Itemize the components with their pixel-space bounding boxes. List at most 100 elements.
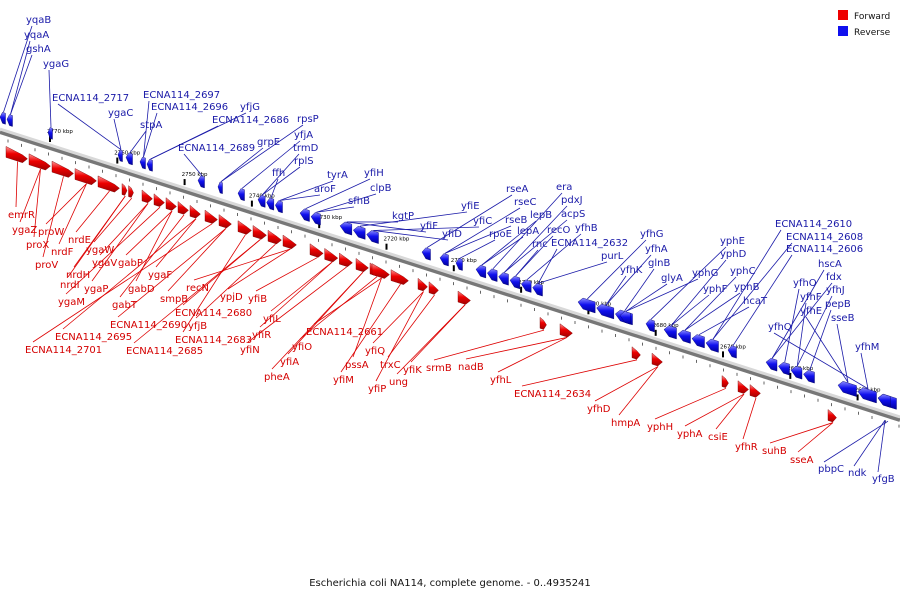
- reverse-gene-label[interactable]: yfhG: [640, 229, 664, 240]
- forward-gene-label[interactable]: ygaW: [86, 245, 114, 256]
- forward-gene-label[interactable]: emrR: [8, 210, 35, 221]
- reverse-gene-label[interactable]: yfgB: [872, 474, 895, 485]
- reverse-gene-label[interactable]: yfjG: [240, 102, 260, 113]
- forward-gene-label[interactable]: srmB: [426, 363, 452, 374]
- forward-gene-label[interactable]: recN: [186, 283, 209, 294]
- forward-gene-label[interactable]: ygaZ: [12, 225, 37, 236]
- forward-gene-label[interactable]: yphH: [647, 422, 673, 433]
- forward-gene-label[interactable]: nrdH: [66, 270, 90, 281]
- reverse-gene-label[interactable]: ECNA114_2686: [212, 115, 289, 126]
- forward-gene-label[interactable]: nrdI: [60, 280, 80, 291]
- reverse-gene-label[interactable]: lepA: [517, 226, 539, 237]
- reverse-gene-label[interactable]: yqaB: [26, 15, 51, 26]
- forward-gene-label[interactable]: gabP: [118, 258, 143, 269]
- forward-gene-label[interactable]: ypjD: [220, 292, 243, 303]
- forward-gene-label[interactable]: ECNA114_2680: [175, 308, 252, 319]
- forward-gene-label[interactable]: yfiK: [403, 365, 422, 376]
- forward-gene-label[interactable]: pheA: [264, 372, 290, 383]
- reverse-gene-label[interactable]: yfhK: [620, 265, 643, 276]
- reverse-gene-label[interactable]: yfiC: [473, 216, 492, 227]
- forward-gene-label[interactable]: smpB: [160, 294, 188, 305]
- reverse-gene-label[interactable]: acpS: [561, 209, 585, 220]
- forward-gene-label[interactable]: yfiB: [248, 294, 267, 305]
- reverse-gene-label[interactable]: fdx: [826, 272, 842, 283]
- forward-gene-label[interactable]: yfhR: [735, 442, 758, 453]
- forward-gene-label[interactable]: ygaF: [148, 270, 172, 281]
- forward-gene-label[interactable]: proX: [26, 240, 49, 251]
- forward-gene-label[interactable]: ECNA114_2634: [514, 389, 591, 400]
- reverse-gene-label[interactable]: rseB: [505, 215, 527, 226]
- reverse-gene-label[interactable]: rpoE: [489, 229, 512, 240]
- reverse-gene-label[interactable]: yfhB: [575, 223, 598, 234]
- forward-gene-label[interactable]: nrdE: [68, 235, 91, 246]
- reverse-gene-label[interactable]: grpE: [257, 137, 280, 148]
- forward-gene-label[interactable]: nadB: [458, 362, 484, 373]
- reverse-gene-label[interactable]: kgtP: [392, 211, 414, 222]
- reverse-gene-label[interactable]: glnB: [648, 258, 670, 269]
- forward-gene-label[interactable]: ECNA114_2683: [175, 335, 252, 346]
- reverse-gene-label[interactable]: yqaA: [24, 30, 49, 41]
- reverse-gene-label[interactable]: ygaG: [43, 59, 69, 70]
- forward-gene-label[interactable]: pssA: [345, 360, 369, 371]
- forward-gene-label[interactable]: hmpA: [611, 418, 640, 429]
- forward-gene-label[interactable]: yfhL: [490, 375, 512, 386]
- reverse-gene-label[interactable]: pbpC: [818, 464, 844, 475]
- reverse-gene-label[interactable]: yfiE: [461, 201, 480, 212]
- forward-gene-label[interactable]: ECNA114_2695: [55, 332, 132, 343]
- forward-gene-label[interactable]: suhB: [762, 446, 787, 457]
- reverse-gene-label[interactable]: gshA: [26, 44, 51, 55]
- reverse-gene-label[interactable]: yfhQ: [768, 322, 792, 333]
- reverse-gene-label[interactable]: ECNA114_2717: [52, 93, 129, 104]
- reverse-gene-label[interactable]: pdxJ: [561, 195, 583, 206]
- forward-gene-label[interactable]: nrdF: [51, 247, 74, 258]
- reverse-gene-label[interactable]: yphG: [692, 268, 718, 279]
- forward-gene-label[interactable]: yfjB: [188, 321, 207, 332]
- reverse-gene-label[interactable]: recO: [547, 225, 571, 236]
- forward-gene-label[interactable]: yfiL: [263, 314, 281, 325]
- reverse-gene-label[interactable]: trmD: [293, 143, 319, 154]
- forward-gene-label[interactable]: proW: [38, 227, 64, 238]
- reverse-gene-label[interactable]: ECNA114_2610: [775, 219, 852, 230]
- reverse-gene-label[interactable]: tyrA: [327, 170, 348, 181]
- reverse-gene-label[interactable]: yfhA: [645, 244, 668, 255]
- forward-gene-label[interactable]: yfiN: [240, 345, 260, 356]
- reverse-gene-label[interactable]: ECNA114_2696: [151, 102, 228, 113]
- reverse-gene-label[interactable]: sseB: [831, 313, 855, 324]
- forward-gene-label[interactable]: gabD: [128, 284, 155, 295]
- reverse-gene-label[interactable]: era: [556, 182, 572, 193]
- reverse-gene-label[interactable]: sfhB: [348, 196, 370, 207]
- reverse-gene-label[interactable]: ygaC: [108, 108, 133, 119]
- reverse-gene-label[interactable]: ECNA114_2606: [786, 244, 863, 255]
- forward-gene-label[interactable]: yfhD: [587, 404, 611, 415]
- reverse-gene-label[interactable]: clpB: [370, 183, 392, 194]
- reverse-gene-label[interactable]: yfhJ: [826, 285, 845, 296]
- forward-gene-label[interactable]: trxC: [380, 360, 401, 371]
- forward-gene-label[interactable]: gabT: [112, 300, 138, 311]
- reverse-gene-label[interactable]: rseC: [514, 197, 536, 208]
- reverse-gene-label[interactable]: yfiF: [420, 221, 438, 232]
- reverse-gene-label[interactable]: ECNA114_2608: [786, 232, 863, 243]
- reverse-gene-label[interactable]: stpA: [140, 120, 162, 131]
- forward-gene-label[interactable]: ung: [389, 377, 408, 388]
- reverse-gene-label[interactable]: ECNA114_2697: [143, 90, 220, 101]
- reverse-gene-label[interactable]: ndk: [848, 468, 867, 479]
- forward-gene-label[interactable]: yfiQ: [365, 346, 385, 357]
- reverse-gene-label[interactable]: ffh: [272, 168, 285, 179]
- reverse-gene-label[interactable]: yphD: [720, 249, 747, 260]
- reverse-gene-label[interactable]: yphB: [734, 282, 760, 293]
- reverse-gene-label[interactable]: purL: [601, 251, 624, 262]
- reverse-gene-label[interactable]: yfjA: [294, 130, 313, 141]
- forward-gene-label[interactable]: csiE: [708, 432, 728, 443]
- reverse-gene-label[interactable]: yphF: [703, 284, 728, 295]
- reverse-gene-label[interactable]: lepB: [530, 210, 552, 221]
- forward-gene-label[interactable]: yphA: [677, 429, 703, 440]
- reverse-gene-label[interactable]: yphE: [720, 236, 745, 247]
- reverse-gene-label[interactable]: yfiD: [442, 229, 462, 240]
- reverse-gene-label[interactable]: rnc: [532, 239, 548, 250]
- reverse-gene-label[interactable]: yfiH: [364, 168, 384, 179]
- reverse-gene-label[interactable]: aroF: [314, 184, 336, 195]
- forward-gene-label[interactable]: yfiA: [280, 357, 299, 368]
- forward-gene-label[interactable]: yfiM: [333, 375, 354, 386]
- forward-gene-label[interactable]: ygaP: [84, 284, 108, 295]
- reverse-gene-label[interactable]: hcaT: [743, 296, 768, 307]
